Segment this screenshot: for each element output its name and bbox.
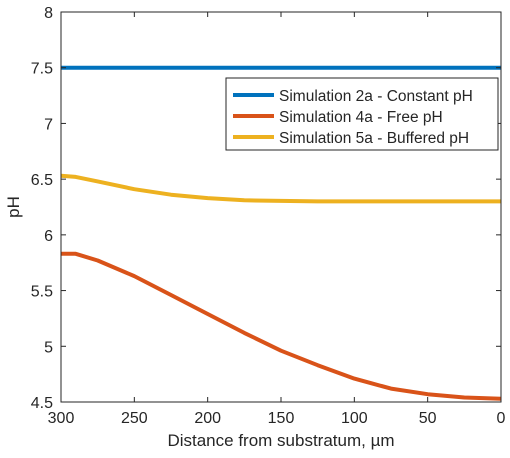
y-tick-label: 6 xyxy=(44,228,53,245)
x-tick-label: 250 xyxy=(121,410,148,427)
legend-label-1: Simulation 2a - Constant pH xyxy=(279,88,473,105)
y-tick-label: 8 xyxy=(44,5,53,22)
legend-label-2: Simulation 4a - Free pH xyxy=(279,109,443,126)
x-tick-label: 150 xyxy=(268,410,295,427)
legend: Simulation 2a - Constant pH Simulation 4a… xyxy=(225,77,499,151)
y-tick-label: 5 xyxy=(44,339,53,356)
y-axis-label: pH xyxy=(4,196,23,218)
y-tick-label: 7.5 xyxy=(31,61,53,78)
plot-frame xyxy=(60,11,502,403)
legend-label-3: Simulation 5a - Buffered pH xyxy=(279,130,469,147)
series-line-2 xyxy=(61,251,502,401)
x-tick-label: 0 xyxy=(497,410,506,427)
y-tick-label: 6.5 xyxy=(31,172,53,189)
x-tick-label: 50 xyxy=(419,410,437,427)
y-tick-label: 7 xyxy=(44,116,53,133)
series-line-3 xyxy=(60,173,501,204)
plot-area xyxy=(61,12,501,402)
x-axis-label: Distance from substratum, µm xyxy=(167,431,394,450)
x-tick-label: 100 xyxy=(341,410,368,427)
x-tick-label: 300 xyxy=(48,410,75,427)
y-tick-label: 4.5 xyxy=(31,395,53,412)
series-layer xyxy=(60,65,502,401)
x-tick-label: 200 xyxy=(194,410,221,427)
y-tick-label: 5.5 xyxy=(31,284,53,301)
axes-layer: 300 250 200 150 100 50 0 4.5 5 5.5 6 6.5 7 7.5 8 xyxy=(31,5,506,427)
